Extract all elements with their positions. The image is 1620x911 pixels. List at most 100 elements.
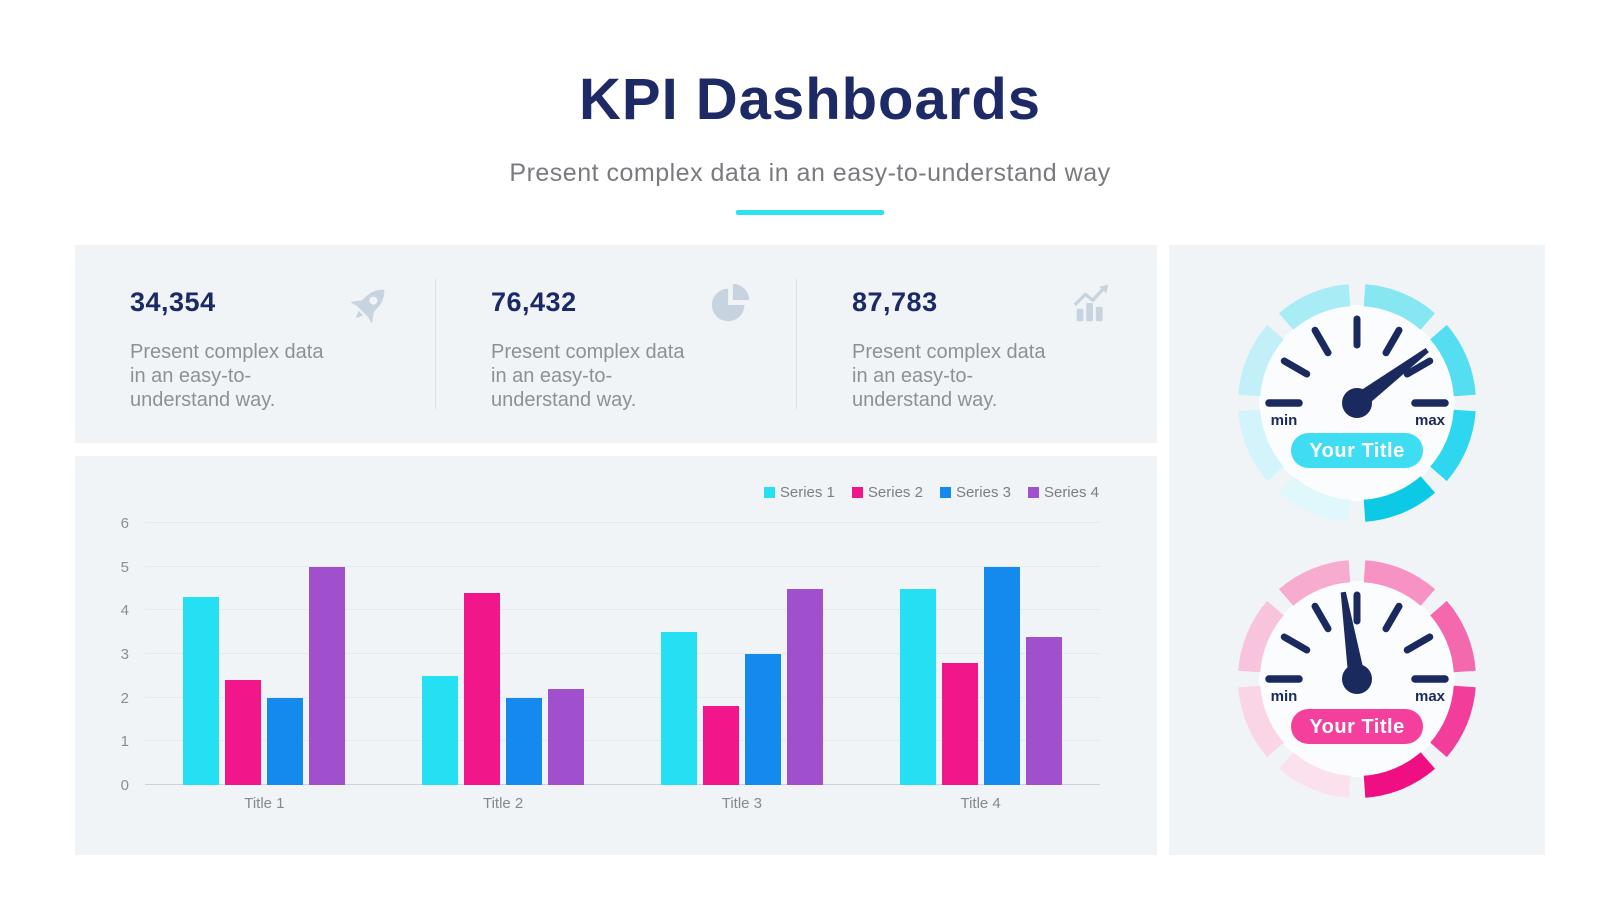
- legend-label: Series 3: [955, 484, 1011, 501]
- gauge-hub: [1342, 664, 1372, 694]
- gauge-title-pill: [1291, 433, 1423, 468]
- gauge-ring-segment: [1278, 560, 1351, 607]
- gauge-ring-segment: [1363, 284, 1436, 331]
- bar-groups: Title 1 Title 2 Title 3 Title 4: [145, 523, 1100, 812]
- y-axis-tick-label: 1: [120, 733, 129, 751]
- legend-item: Series 1: [763, 484, 835, 501]
- legend-swatch: [763, 487, 775, 498]
- bar-series-3: [983, 566, 1020, 785]
- y-axis-tick-label: 5: [120, 558, 129, 576]
- gauge-ring-segment: [1429, 324, 1476, 397]
- gauge-tick: [1382, 326, 1403, 357]
- gauge-tick: [1382, 602, 1403, 633]
- bar-series-2: [225, 680, 262, 785]
- bar-series-2: [464, 592, 501, 785]
- gauge-tick: [1280, 357, 1311, 378]
- gauge-title: Your Title: [1309, 440, 1404, 462]
- kpi-value-2: 76,432: [491, 287, 577, 317]
- rocket-icon: [350, 289, 385, 324]
- gauge-max-label: max: [1415, 412, 1446, 429]
- title-underline-accent: [736, 210, 884, 215]
- legend-label: Series 1: [779, 484, 835, 501]
- legend-label: Series 4: [1043, 484, 1099, 501]
- kpi-description-1: Present complex data in an easy-to-under…: [130, 341, 324, 411]
- bar-group: Title 3: [623, 523, 862, 812]
- bar-series-4: [786, 588, 823, 785]
- bar-series-3: [506, 697, 543, 785]
- y-axis-tick-label: 4: [120, 602, 129, 620]
- gridline: [145, 565, 1100, 567]
- gridline: [145, 653, 1100, 654]
- bar-chart-panel: Series 1 Series 2 Series 3 Series 4 0 1 2 3 4 5 6…: [75, 456, 1157, 855]
- kpi-stat-1: 34,354 Present complex data in an easy: [75, 245, 435, 443]
- gauges-panel: min max Your Title min max Your Title: [1169, 245, 1545, 855]
- bar-group: Title 4: [861, 523, 1100, 812]
- gauge-tick: [1311, 326, 1332, 357]
- legend-label: Series 2: [867, 484, 923, 501]
- x-axis-category-label: Title 2: [482, 795, 524, 812]
- legend-swatch: [1027, 487, 1039, 498]
- x-axis-category-label: Title 4: [960, 795, 1001, 812]
- stat-divider: [435, 279, 436, 409]
- gauge-ring-segment: [1238, 409, 1285, 482]
- bar-series-1: [422, 675, 459, 785]
- header: KPI Dashboards Present complex data in a…: [0, 0, 1620, 215]
- bar-series-2: [941, 662, 978, 785]
- y-axis-tick-label: 2: [120, 689, 129, 707]
- gauge-ring-segment: [1278, 284, 1351, 331]
- gauge-hub: [1342, 388, 1372, 418]
- kpi-stat-3: 87,783 Present complex data in an easy-t…: [797, 245, 1157, 443]
- page-subtitle: Present complex data in an easy-to-under…: [509, 159, 1111, 187]
- gauge-ring-segment: [1363, 751, 1436, 798]
- gridline: [145, 609, 1100, 611]
- kpi-value-3: 87,783: [852, 287, 938, 317]
- bar-series-2: [702, 706, 739, 785]
- stat-divider: [796, 279, 797, 409]
- y-axis-tick-label: 3: [120, 646, 129, 663]
- gauge-needle: [1340, 591, 1366, 681]
- gauge-ring-segment: [1429, 600, 1476, 673]
- y-axis-tick-label: 6: [120, 515, 129, 532]
- gauge-ring-segment: [1278, 751, 1351, 798]
- bar-series-4: [548, 688, 585, 785]
- kpi-stat-2: 76,432 Present complex data in an easy-t…: [436, 245, 796, 443]
- gauge-title-pill: [1291, 709, 1423, 744]
- growth-chart-icon: [1073, 284, 1109, 322]
- gridline: [145, 696, 1100, 698]
- x-axis-category-label: Title 1: [244, 795, 285, 812]
- bar-group: Title 1: [145, 523, 384, 812]
- gauge-ring-segment: [1363, 475, 1436, 522]
- gauge-cyan: min max Your Title: [1238, 284, 1476, 522]
- chart-legend: Series 1 Series 2 Series 3 Series 4: [763, 484, 1099, 501]
- gauge-tick: [1311, 602, 1332, 633]
- legend-swatch: [939, 487, 951, 498]
- gauge-ring-segment: [1429, 685, 1476, 758]
- bar-series-1: [660, 632, 697, 785]
- legend-item: Series 3: [939, 484, 1011, 501]
- legend-item: Series 2: [851, 484, 923, 501]
- gridline: [145, 784, 1100, 785]
- gridline: [145, 522, 1100, 523]
- gauge-tick: [1403, 633, 1434, 654]
- gauge-tick: [1403, 357, 1434, 378]
- bar-series-4: [1025, 636, 1062, 785]
- y-axis-tick-label: 0: [120, 777, 129, 794]
- kpi-value-1: 34,354: [130, 287, 216, 317]
- legend-swatch: [851, 487, 863, 498]
- bar-series-3: [744, 654, 781, 785]
- gauge-pink: min max Your Title: [1238, 560, 1476, 798]
- gauge-title: Your Title: [1309, 716, 1404, 738]
- kpi-description-2: Present complex data in an easy-to-under…: [491, 341, 685, 411]
- gauge-needle: [1351, 348, 1429, 410]
- page-title: KPI Dashboards: [579, 67, 1041, 132]
- gauge-max-label: max: [1415, 688, 1446, 705]
- bar-series-1: [183, 597, 220, 785]
- gauge-min-label: min: [1271, 688, 1298, 705]
- bar-series-4: [309, 566, 346, 785]
- left-column: 34,354 Present complex data in an easy: [75, 245, 1157, 855]
- gauge-tick: [1280, 633, 1311, 654]
- kpi-stats-panel: 34,354 Present complex data in an easy: [75, 245, 1157, 443]
- gauge-ring-segment: [1238, 600, 1285, 673]
- gridline: [145, 740, 1100, 742]
